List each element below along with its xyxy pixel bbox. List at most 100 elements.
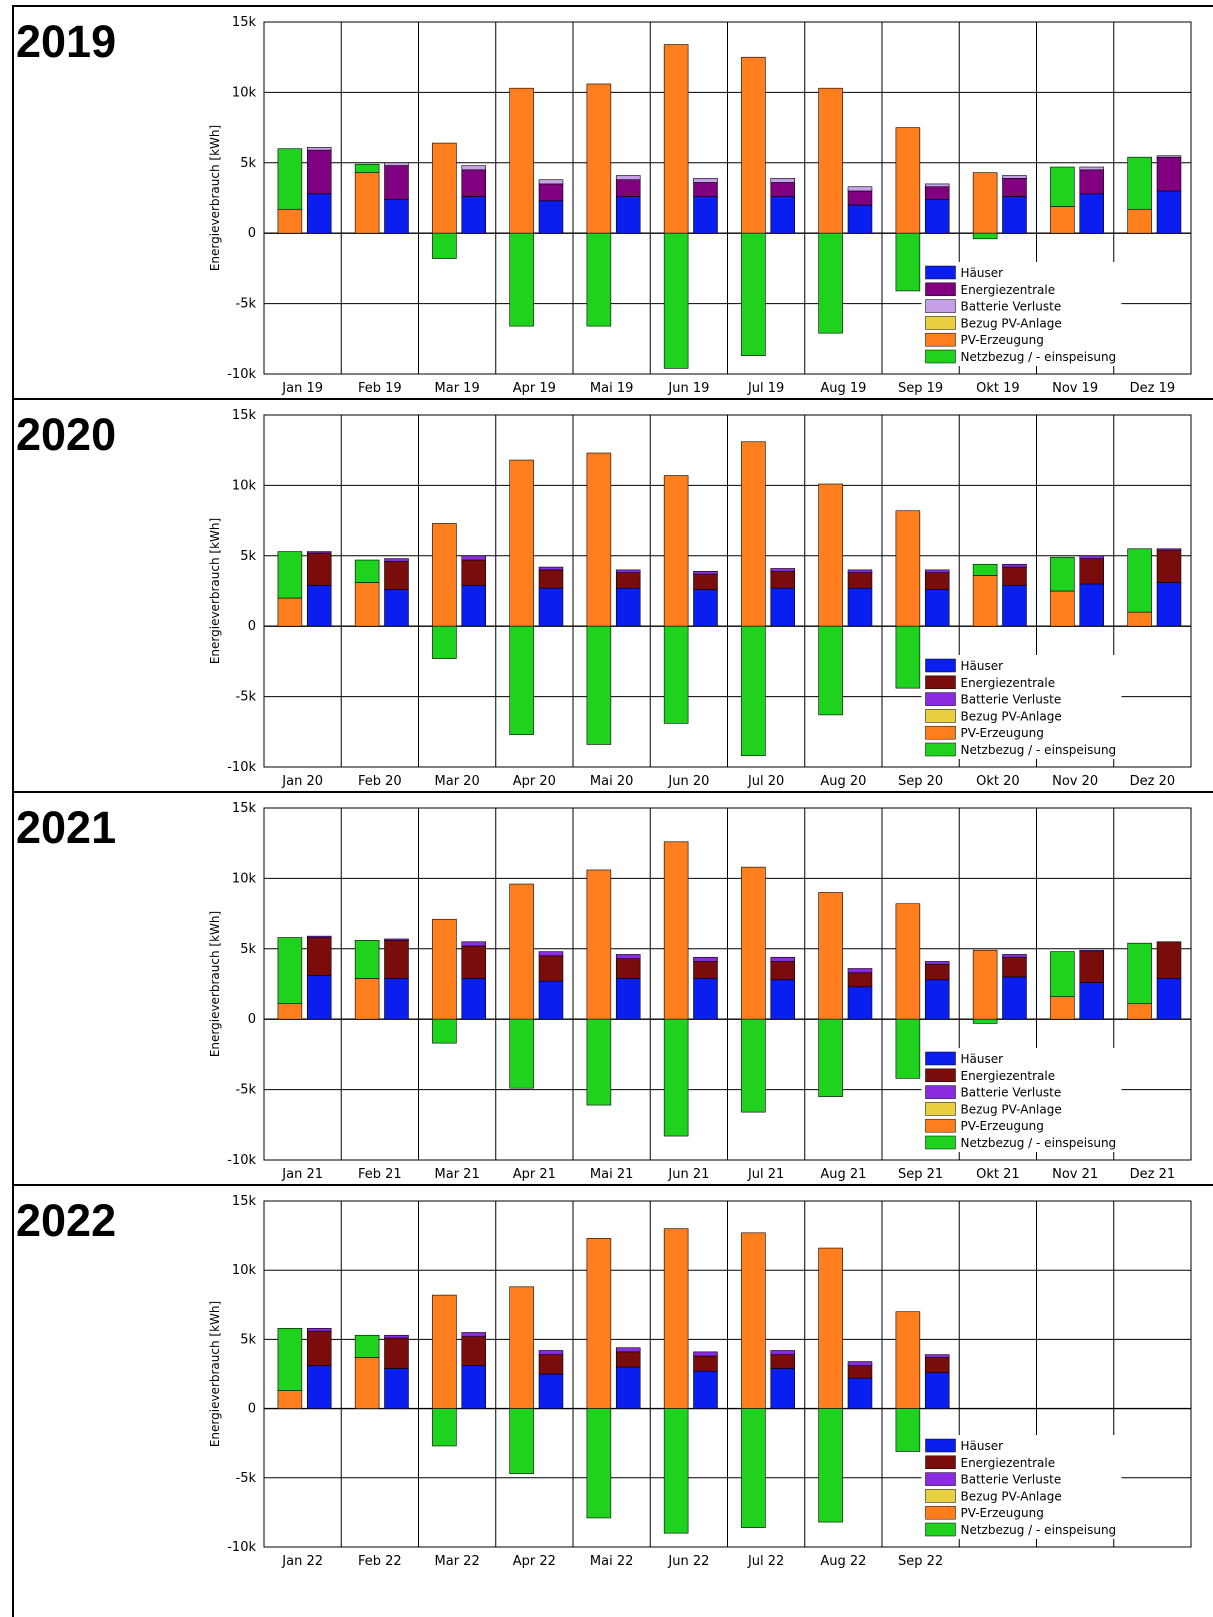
bar-pv-erzeugung <box>509 1286 534 1409</box>
bar-pv-erzeugung <box>895 903 921 1020</box>
bar-batterie-verluste <box>461 555 487 561</box>
x-tick-label: Nov 21 <box>1052 1167 1098 1182</box>
bar-pv-erzeugung <box>1050 590 1075 627</box>
bar-energiezentrale <box>1002 956 1027 978</box>
legend-label: Bezug PV-Anlage <box>960 316 1061 330</box>
bar-energiezentrale <box>1002 566 1027 586</box>
bar-pv-erzeugung <box>586 452 612 627</box>
bar-netzbezug <box>277 551 303 599</box>
bar-netzeinspeisung <box>432 625 457 659</box>
legend-swatch <box>925 349 956 364</box>
bar-batterie-verluste <box>693 570 718 575</box>
bar-netzeinspeisung <box>663 625 689 724</box>
y-tick-label: 5k <box>240 156 256 171</box>
bar-batterie-verluste <box>1079 949 1105 952</box>
bar-pv-erzeugung <box>818 1247 843 1409</box>
bar-h-user <box>770 979 796 1020</box>
y-tick-label: 5k <box>240 1332 256 1347</box>
bar-energiezentrale <box>306 552 332 586</box>
chart-panel-2021: 2021 15k 10k 5k 0 -5k -10k Energieverbrauch [k… <box>12 791 1213 1184</box>
bar-batterie-verluste <box>615 569 641 573</box>
bar-netzeinspeisung <box>818 1408 843 1523</box>
bar-h-user <box>306 193 332 234</box>
x-tick-label: Mai 20 <box>590 774 633 789</box>
bar-pv-erzeugung <box>432 1294 457 1409</box>
y-tick-label: -10k <box>227 760 256 775</box>
bar-energiezentrale <box>384 561 409 590</box>
x-tick-label: Aug 19 <box>820 381 866 396</box>
bar-pv-erzeugung <box>1050 206 1075 234</box>
bar-pv-erzeugung <box>741 1232 766 1409</box>
bar-energiezentrale <box>538 955 564 982</box>
bar-energiezentrale <box>461 945 487 979</box>
y-tick-label: -5k <box>236 297 257 312</box>
bar-energiezentrale <box>1079 951 1105 983</box>
bar-pv-erzeugung <box>509 459 534 627</box>
legend-label: Bezug PV-Anlage <box>960 709 1061 723</box>
year-title: 2021 <box>16 802 117 853</box>
bar-pv-erzeugung <box>354 172 380 234</box>
legend-swatch <box>925 658 956 673</box>
bar-h-user <box>924 1372 950 1409</box>
x-tick-label: Mai 22 <box>590 1554 633 1569</box>
y-axis-label: Energieverbrauch [kWh] <box>208 125 222 271</box>
bar-pv-erzeugung <box>432 918 457 1020</box>
bar-h-user <box>1002 196 1027 234</box>
bar-energiezentrale <box>770 570 796 589</box>
x-tick-label: Apr 19 <box>513 381 556 396</box>
bar-pv-erzeugung <box>663 1228 689 1409</box>
bar-netzbezug <box>277 1328 303 1391</box>
legend-swatch <box>925 1085 956 1099</box>
bar-h-user <box>615 587 641 627</box>
legend-swatch <box>925 709 956 723</box>
bar-batterie-verluste <box>538 179 564 185</box>
legend-label: Batterie Verluste <box>960 1086 1061 1100</box>
bar-batterie-verluste <box>306 935 332 938</box>
bar-pv-erzeugung <box>277 597 303 627</box>
bar-energiezentrale <box>770 182 796 197</box>
x-tick-label: Okt 19 <box>976 381 1020 396</box>
legend-swatch <box>925 692 956 706</box>
bar-h-user <box>770 1368 796 1409</box>
y-tick-label: -10k <box>227 1540 256 1555</box>
legend-swatch <box>925 1068 956 1083</box>
bar-batterie-verluste <box>924 183 950 188</box>
bar-energiezentrale <box>538 569 564 589</box>
bar-netzbezug <box>354 940 380 979</box>
legend-label: Batterie Verluste <box>960 300 1061 314</box>
bar-h-user <box>384 978 409 1020</box>
bar-batterie-verluste <box>538 1350 564 1355</box>
legend-label: Bezug PV-Anlage <box>960 1489 1061 1503</box>
legend-label: Energiezentrale <box>960 676 1055 690</box>
bar-batterie-verluste <box>538 951 564 957</box>
bar-pv-erzeugung <box>354 978 380 1020</box>
bar-energiezentrale <box>924 186 950 200</box>
y-axis-label: Energieverbrauch [kWh] <box>208 1301 222 1447</box>
bar-pv-erzeugung <box>277 1390 303 1409</box>
legend-swatch <box>925 1472 956 1486</box>
bar-energiezentrale <box>615 1351 641 1368</box>
bar-netzbezug <box>354 163 380 173</box>
x-tick-label: Jan 22 <box>281 1554 323 1569</box>
y-tick-label: 5k <box>240 942 256 957</box>
legend-box <box>921 262 1122 366</box>
x-tick-label: Mar 21 <box>435 1167 480 1182</box>
bar-h-user <box>924 979 950 1020</box>
bar-batterie-verluste <box>461 1332 487 1337</box>
legend-label: Energiezentrale <box>960 1069 1055 1083</box>
x-tick-label: Feb 20 <box>358 774 402 789</box>
bar-h-user <box>770 196 796 234</box>
bar-batterie-verluste <box>384 558 409 562</box>
bar-h-user <box>924 589 950 627</box>
bar-batterie-verluste <box>615 1347 641 1353</box>
x-tick-label: Dez 20 <box>1130 774 1176 789</box>
bar-pv-erzeugung <box>586 1238 612 1409</box>
bar-netzeinspeisung <box>509 232 534 327</box>
year-title: 2019 <box>16 16 117 67</box>
bar-h-user <box>847 986 873 1020</box>
y-tick-label: 15k <box>232 1194 257 1209</box>
bar-netzeinspeisung <box>432 1018 457 1044</box>
bar-pv-erzeugung <box>354 582 380 627</box>
legend-label: Netzbezug / - einspeisung <box>960 1523 1116 1537</box>
x-tick-label: Jun 20 <box>667 774 709 789</box>
